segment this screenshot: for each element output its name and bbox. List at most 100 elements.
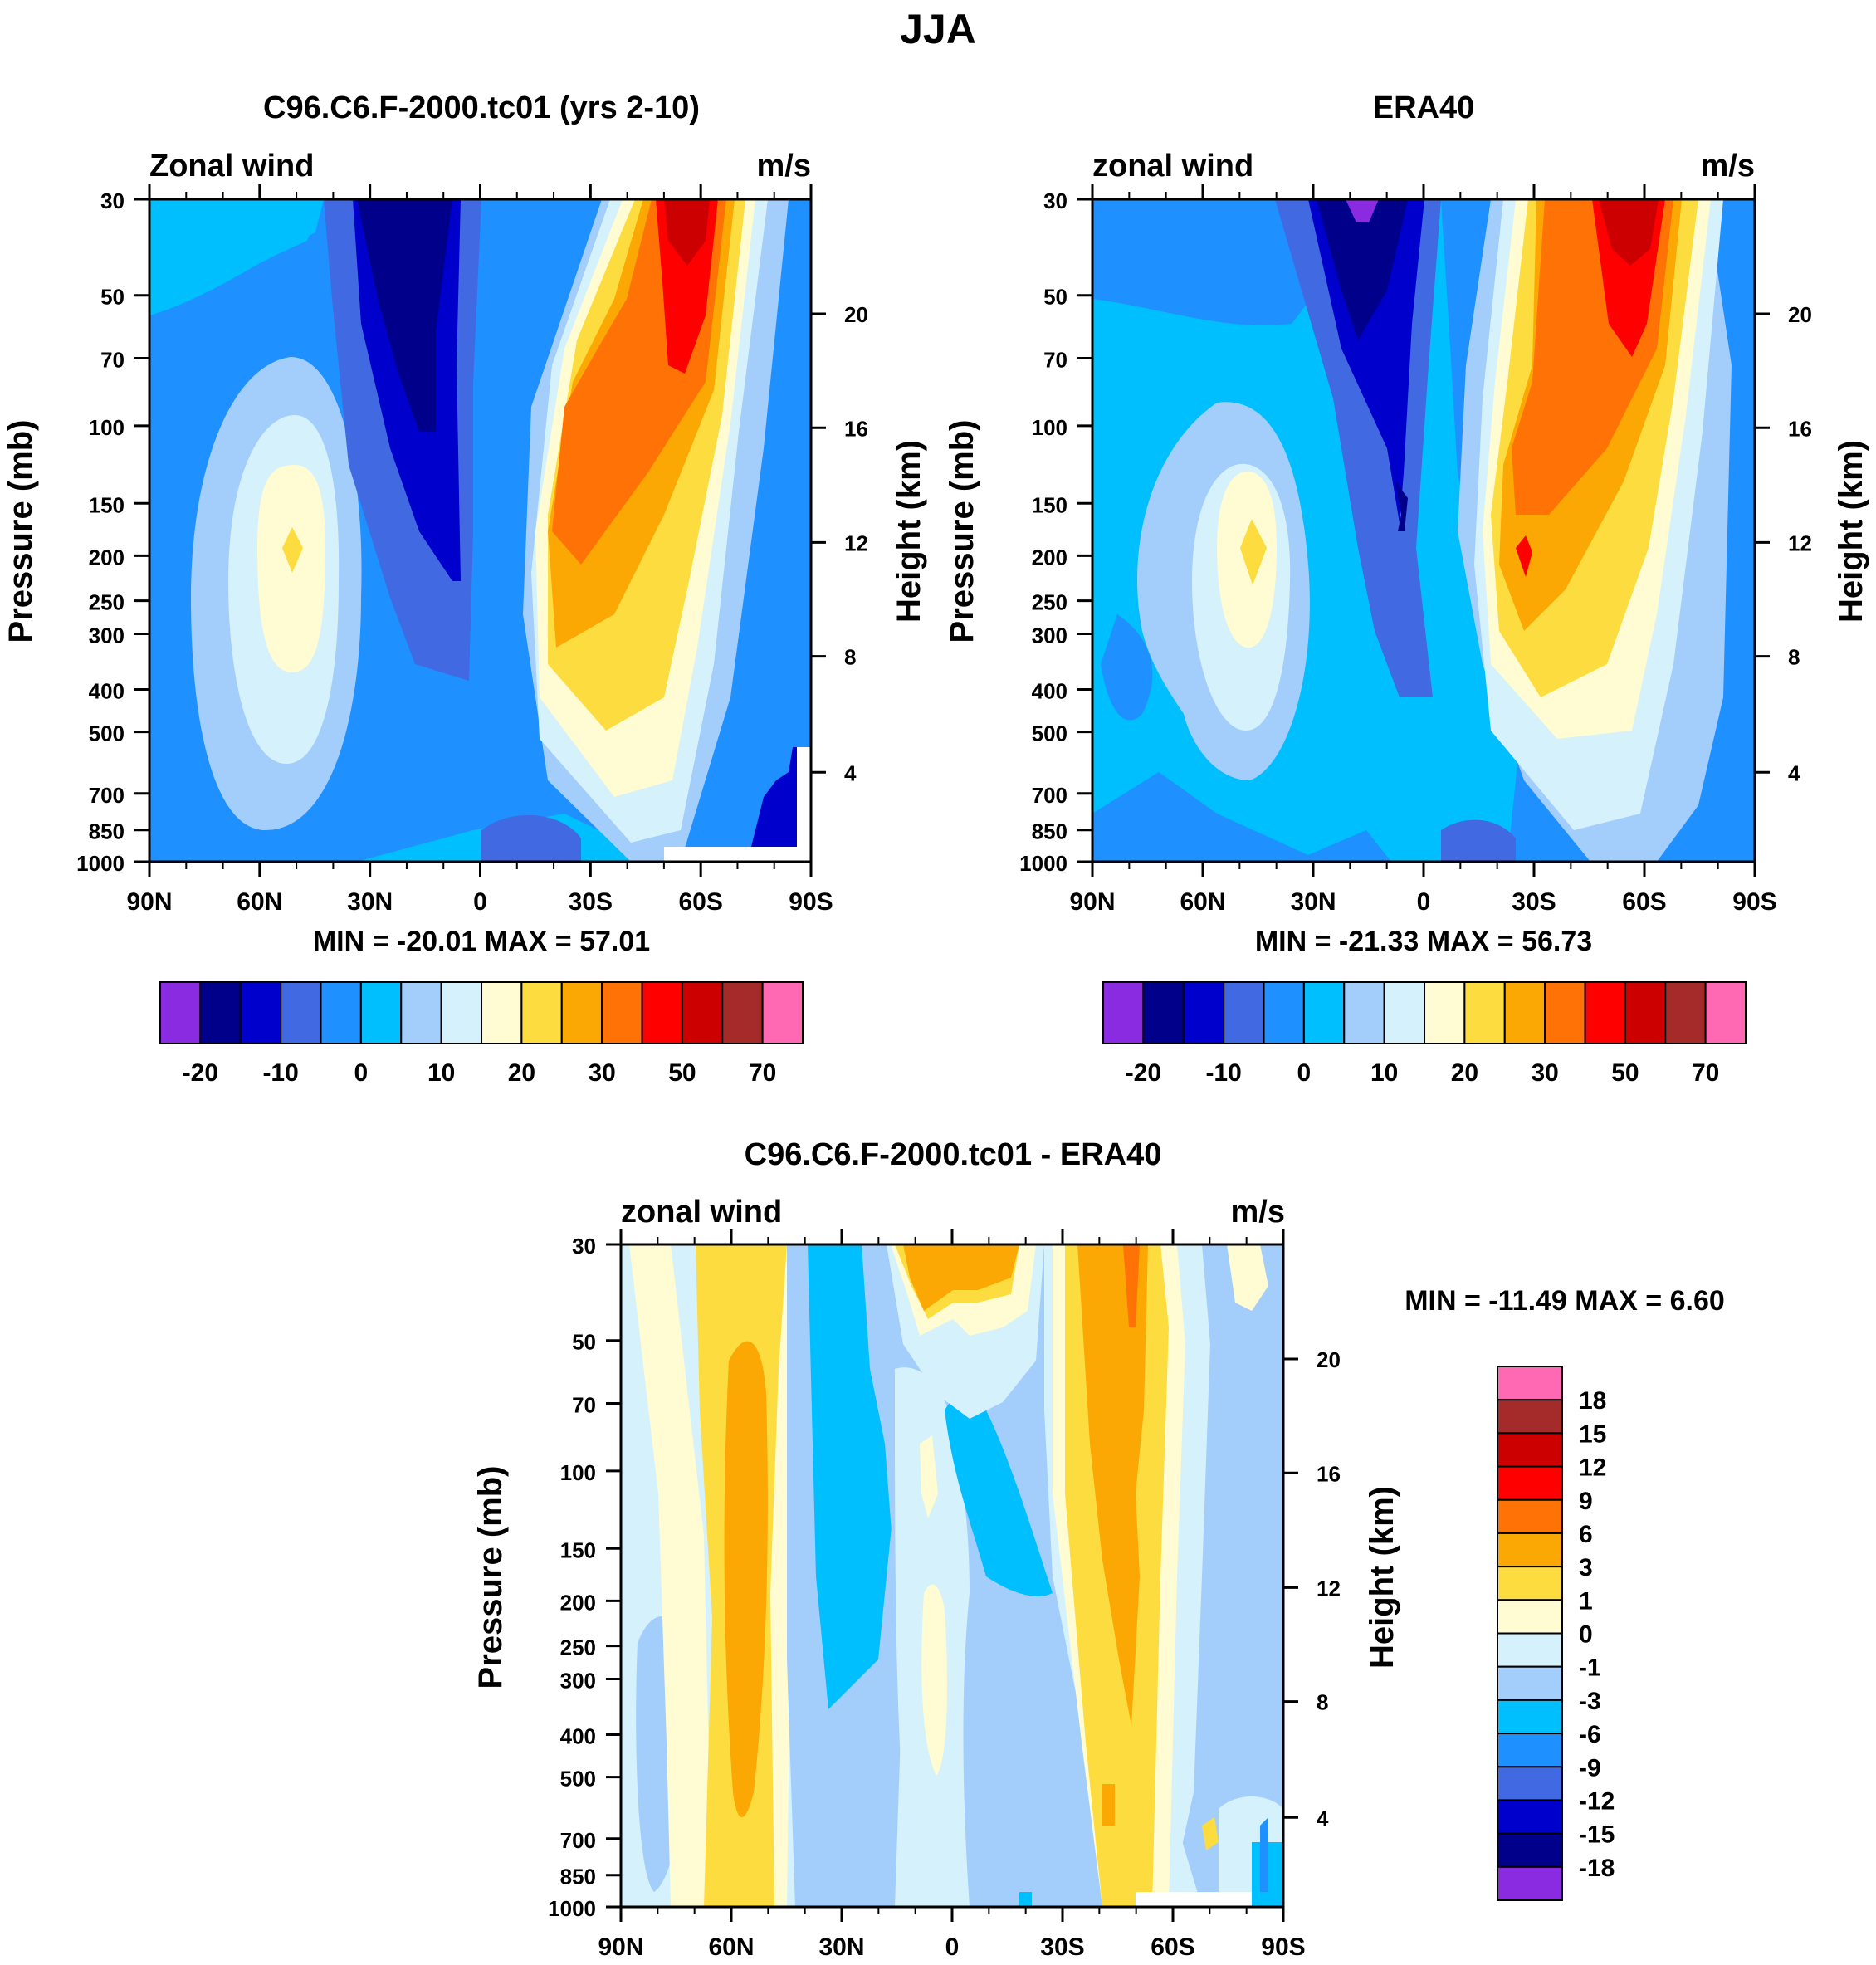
colorbar-swatch xyxy=(320,981,362,1044)
panel-model: C96.C6.F-2000.tc01 (yrs 2-10) Zonal wind… xyxy=(2,90,927,1087)
height-tick-label: 20 xyxy=(1788,302,1812,327)
colorbar: 18 15 12 9 6 3 1 0 -1 -3 -6 -9 -12 -15 -18 xyxy=(1497,1366,1615,1901)
panel-obs: ERA40 zonal wind m/s xyxy=(944,90,1869,1087)
colorbar-label: 10 xyxy=(427,1059,455,1087)
colorbar-swatch xyxy=(641,981,683,1044)
contour-band xyxy=(1308,199,1424,523)
colorbar-label: 10 xyxy=(1370,1059,1398,1087)
contour-band xyxy=(1346,199,1379,222)
height-tick-label: 12 xyxy=(1317,1576,1341,1601)
y-tick-label: 50 xyxy=(1043,285,1067,310)
colorbar-label: 0 xyxy=(1297,1059,1312,1087)
colorbar-swatch xyxy=(1664,981,1707,1044)
y-tick-label: 250 xyxy=(1032,590,1067,615)
y-tick-label: 850 xyxy=(89,819,125,844)
y-tick-label: 500 xyxy=(560,1767,596,1791)
contour-band xyxy=(1227,1244,1268,1311)
contour-band xyxy=(149,199,324,315)
colorbar: -20 -10 0 10 20 30 50 70 xyxy=(1102,981,1747,1087)
colorbar-swatch xyxy=(520,981,563,1044)
contour-band xyxy=(751,747,797,847)
height-tick-label: 4 xyxy=(1788,760,1800,785)
colorbar-label: 70 xyxy=(749,1059,776,1087)
plot-axes: 90N 60N 30N 0 30S 60S 90S 30 50 70 100 150 200 250 300… xyxy=(1019,184,1812,916)
colorbar-label: 30 xyxy=(588,1059,615,1087)
colorbar-label: 1 xyxy=(1579,1587,1593,1615)
x-tick-label: 90N xyxy=(598,1933,643,1961)
panel-left-label: zonal wind xyxy=(621,1195,782,1229)
colorbar-label: 30 xyxy=(1531,1059,1558,1087)
colorbar-swatch xyxy=(1424,981,1466,1044)
colorbar-swatch xyxy=(400,981,442,1044)
colorbar-swatch xyxy=(1624,981,1667,1044)
colorbar-label: 50 xyxy=(1611,1059,1639,1087)
colorbar-label: -10 xyxy=(1205,1059,1241,1087)
colorbar-swatch xyxy=(280,981,322,1044)
contour-band xyxy=(1136,1892,1252,1907)
colorbar-swatch xyxy=(1497,1366,1563,1401)
colorbar-label: 0 xyxy=(1579,1621,1593,1649)
colorbar-swatch xyxy=(1497,1599,1563,1635)
height-tick-label: 20 xyxy=(844,302,868,327)
y-tick-label: 100 xyxy=(560,1460,596,1485)
y-tick-label: 400 xyxy=(560,1724,596,1749)
colorbar-swatch xyxy=(1383,981,1425,1044)
y-tick-label: 850 xyxy=(560,1865,596,1889)
colorbar-label: -20 xyxy=(1126,1059,1161,1087)
panel-ylabel: Pressure (mb) xyxy=(472,1466,509,1689)
y-tick-label: 200 xyxy=(89,545,125,569)
y-tick-label: 30 xyxy=(572,1234,596,1259)
y-tick-label: 400 xyxy=(89,679,125,704)
y-tick-label: 500 xyxy=(1032,721,1067,746)
colorbar-label: -9 xyxy=(1579,1754,1601,1782)
panel-units-label: m/s xyxy=(1701,149,1755,183)
colorbar-swatch xyxy=(481,981,523,1044)
colorbar-swatch xyxy=(1463,981,1506,1044)
y-tick-label: 150 xyxy=(89,492,125,517)
contour-band xyxy=(1077,1244,1148,1726)
colorbar-swatch xyxy=(1497,1865,1563,1901)
colorbar-label: -12 xyxy=(1579,1787,1615,1815)
y-tick-label: 150 xyxy=(560,1537,596,1562)
contour-band xyxy=(724,1341,768,1817)
height-tick-label: 12 xyxy=(1788,530,1812,555)
height-tick-label: 16 xyxy=(1317,1461,1341,1486)
y-tick-label: 50 xyxy=(100,285,125,310)
panel-stats: MIN = -11.49 MAX = 6.60 xyxy=(1405,1285,1725,1317)
contour-band xyxy=(1202,1817,1219,1850)
colorbar-swatch xyxy=(1497,1832,1563,1868)
colorbar-swatch xyxy=(761,981,804,1044)
colorbar-swatch xyxy=(560,981,603,1044)
colorbar-label: 6 xyxy=(1579,1521,1593,1548)
y-tick-label: 300 xyxy=(89,623,125,648)
contour-band xyxy=(1123,1244,1140,1327)
y-tick-label: 30 xyxy=(100,188,125,213)
height-tick-label: 8 xyxy=(1788,645,1800,670)
colorbar-swatch xyxy=(1497,1498,1563,1534)
x-tick-label: 30S xyxy=(569,888,613,916)
panel-units-label: m/s xyxy=(757,149,811,183)
colorbar-label: -6 xyxy=(1579,1721,1601,1748)
colorbar-swatch xyxy=(1497,1766,1563,1801)
y-tick-label: 1000 xyxy=(76,851,125,876)
colorbar-swatch xyxy=(1497,1399,1563,1435)
contour-band xyxy=(1102,1784,1115,1826)
colorbar-swatch xyxy=(1497,1632,1563,1668)
colorbar-swatch xyxy=(1343,981,1385,1044)
y-tick-label: 200 xyxy=(1032,545,1067,569)
panel-ylabel-right: Height (km) xyxy=(891,440,927,623)
panel-title: C96.C6.F-2000.tc01 - ERA40 xyxy=(745,1137,1162,1172)
height-tick-label: 8 xyxy=(844,645,856,670)
y-tick-label: 70 xyxy=(1043,348,1067,373)
colorbar-swatch xyxy=(721,981,764,1044)
contour-band xyxy=(1599,199,1659,266)
colorbar-swatch xyxy=(1704,981,1747,1044)
colorbar-swatch xyxy=(1497,1532,1563,1568)
panel-title: ERA40 xyxy=(1373,90,1475,125)
height-tick-label: 16 xyxy=(1788,416,1812,441)
y-tick-label: 250 xyxy=(89,590,125,615)
contour-band xyxy=(664,199,710,266)
panel-left-label: Zonal wind xyxy=(149,149,314,183)
contour-band xyxy=(357,199,452,432)
